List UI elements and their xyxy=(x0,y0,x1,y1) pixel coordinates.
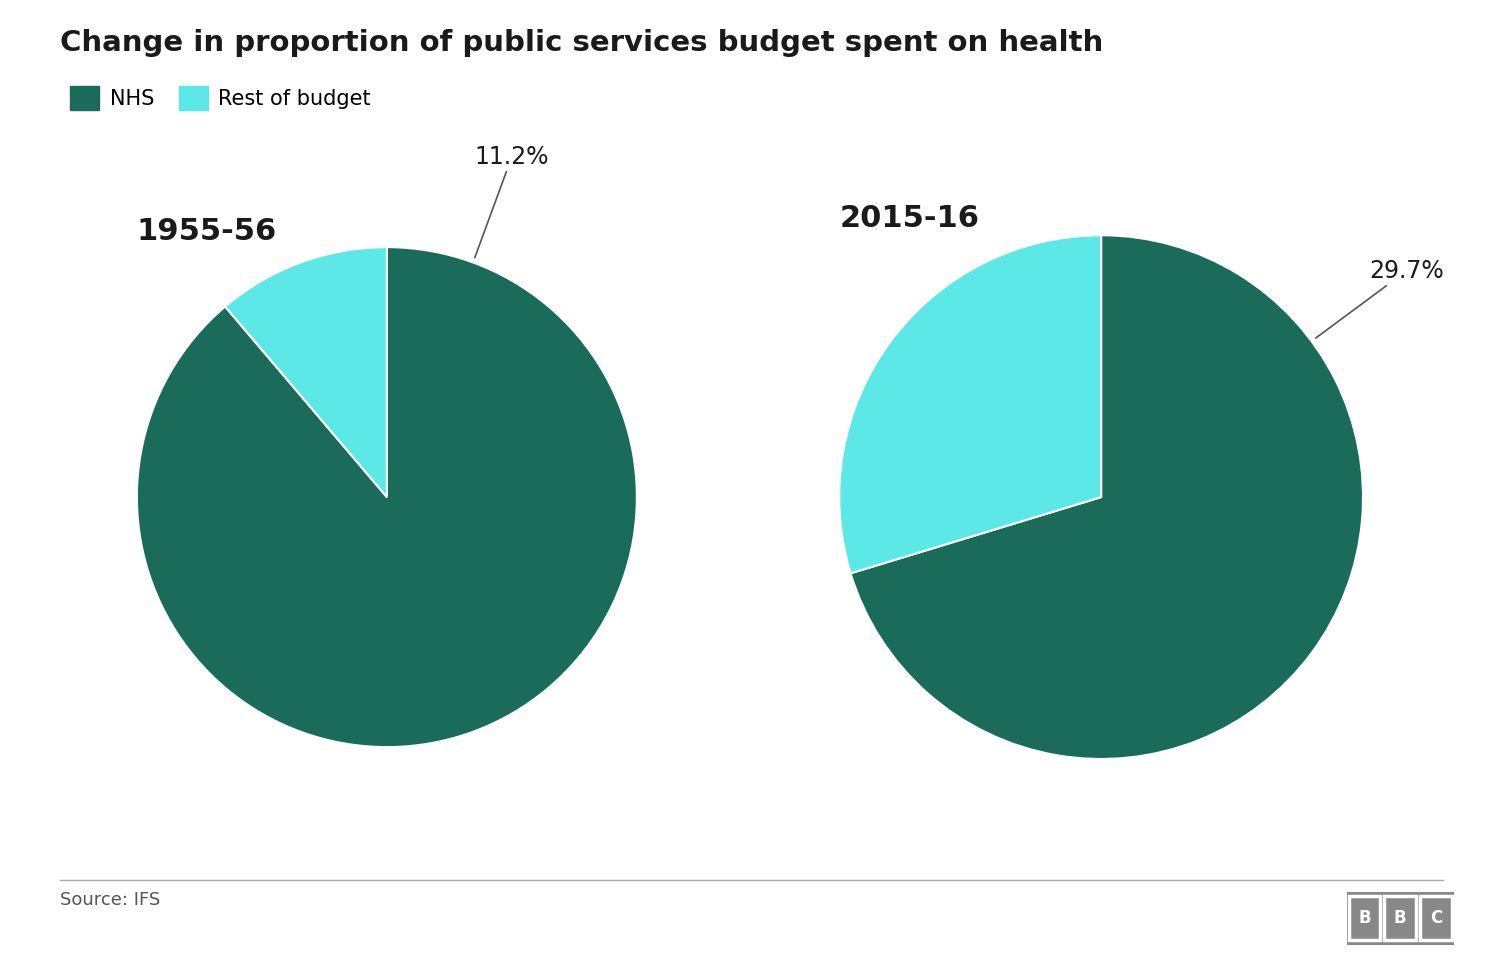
Text: 2015-16: 2015-16 xyxy=(839,204,979,233)
Text: 29.7%: 29.7% xyxy=(1315,259,1443,338)
Wedge shape xyxy=(137,248,637,747)
FancyBboxPatch shape xyxy=(1420,896,1452,941)
Wedge shape xyxy=(225,248,387,497)
Wedge shape xyxy=(839,235,1101,574)
Text: 11.2%: 11.2% xyxy=(475,145,549,258)
Legend: NHS, Rest of budget: NHS, Rest of budget xyxy=(70,86,371,110)
Text: 1955-56: 1955-56 xyxy=(137,217,277,246)
Text: Source: IFS: Source: IFS xyxy=(60,891,159,909)
Wedge shape xyxy=(851,235,1363,759)
Text: B: B xyxy=(1359,909,1370,927)
Text: C: C xyxy=(1430,909,1442,927)
Text: Change in proportion of public services budget spent on health: Change in proportion of public services … xyxy=(60,29,1103,56)
FancyBboxPatch shape xyxy=(1348,896,1381,941)
FancyBboxPatch shape xyxy=(1384,896,1417,941)
Text: B: B xyxy=(1394,909,1406,927)
